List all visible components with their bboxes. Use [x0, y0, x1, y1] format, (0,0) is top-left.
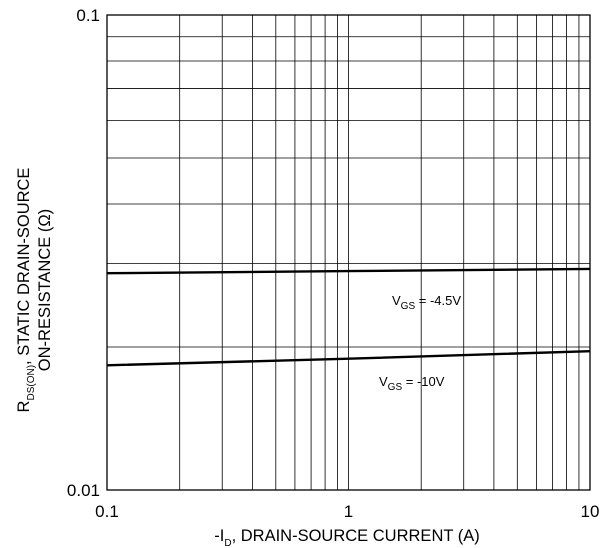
x-tick-label: 0.1	[95, 502, 119, 521]
x-tick-label: 1	[344, 502, 353, 521]
series-line-vgs-4_5	[106, 267, 591, 275]
series-lines	[106, 267, 591, 367]
tick-labels: 0.1 1 10 0.1 0.01	[67, 6, 600, 521]
series-label-vgs-10: VGS = -10V	[379, 374, 445, 393]
series-label-vgs-4_5: VGS = -4.5V	[392, 293, 461, 312]
y-axis-label: RDS(ON), STATIC DRAIN-SOURCE ON-RESISTAN…	[15, 168, 54, 413]
y-axis-label-line1: RDS(ON), STATIC DRAIN-SOURCE	[15, 168, 37, 413]
grid-lines	[107, 15, 590, 490]
x-axis-label: -ID, DRAIN-SOURCE CURRENT (A)	[214, 527, 479, 548]
y-tick-label: 0.1	[76, 6, 100, 25]
y-tick-label: 0.01	[67, 481, 100, 500]
series-line-vgs-10	[106, 350, 591, 367]
y-axis-label-line2: ON-RESISTANCE (Ω)	[36, 209, 54, 371]
plot-frame	[106, 14, 591, 491]
x-tick-label: 10	[581, 502, 600, 521]
